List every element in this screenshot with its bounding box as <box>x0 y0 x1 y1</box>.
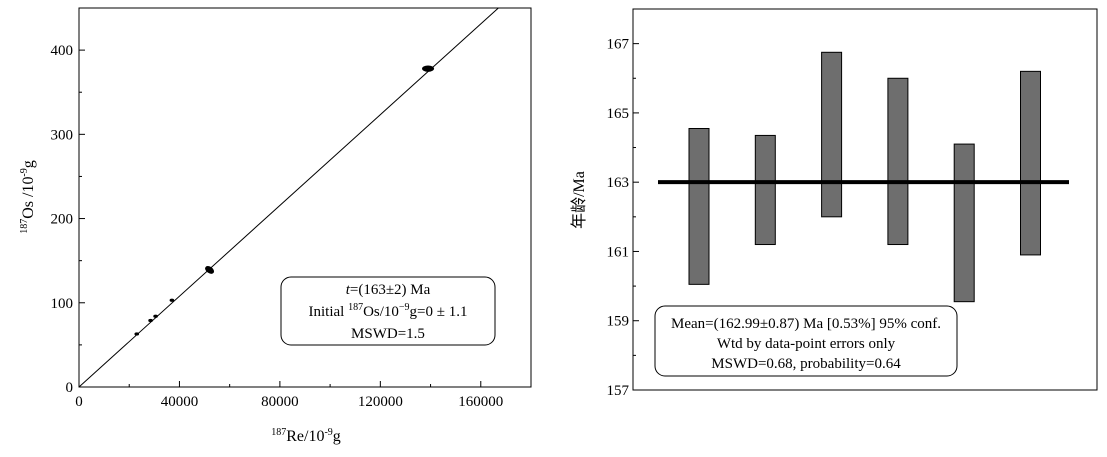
weighted-mean-mean-label: Mean=(162.99±0.87) Ma [0.53%] 95% conf. <box>671 316 941 332</box>
isochron-frame <box>78 7 532 388</box>
isochron-x-tick-label: 80000 <box>261 394 299 410</box>
isochron-data-point <box>205 266 215 274</box>
isochron-x-tick-label: 40000 <box>161 394 199 410</box>
weighted-mean-mswd-label: MSWD=0.68, probability=0.64 <box>711 356 901 372</box>
weighted-mean-error-bar <box>688 127 710 285</box>
weighted-mean-plot: 157 159 161 163 165 167 年龄/Ma Mean=(162.99±0.… <box>570 8 1098 399</box>
isochron-data-point <box>134 332 140 336</box>
weighted-mean-bars <box>688 51 1041 303</box>
weighted-mean-y-axis-title: 年龄/Ma <box>570 171 588 229</box>
weighted-mean-y-tick-label: 159 <box>607 314 630 330</box>
weighted-mean-error-bar <box>821 51 843 218</box>
isochron-data-point <box>153 314 158 318</box>
isochron-x-axis-title: 187Re/10-9g <box>271 427 341 445</box>
isochron-data-point <box>169 298 175 302</box>
isochron-mswd-label: MSWD=1.5 <box>351 326 425 342</box>
weighted-mean-weighting-label: Wtd by data-point errors only <box>717 336 896 352</box>
isochron-plot: 0 40000 80000 120000 160000 0 100 200 300 400 187… <box>19 7 532 445</box>
isochron-x-tick-label: 0 <box>75 394 83 410</box>
isochron-age-label: t=(163±2) Ma <box>346 282 431 298</box>
weighted-mean-error-bar <box>887 77 909 246</box>
isochron-y-axis-title: 187Os /10-9g <box>19 160 37 234</box>
weighted-mean-y-tick-label: 165 <box>607 106 630 122</box>
isochron-x-tick-label: 160000 <box>458 394 503 410</box>
isochron-y-tick-label: 200 <box>51 212 74 228</box>
isochron-x-tick-label: 120000 <box>358 394 403 410</box>
weighted-mean-error-bar <box>754 134 776 246</box>
isochron-initial-label: Initial 187Os/10−9g=0 ± 1.1 <box>308 302 467 320</box>
weighted-mean-y-tick-label: 167 <box>607 37 630 53</box>
weighted-mean-error-bar <box>953 143 975 303</box>
weighted-mean-frame <box>632 8 1098 391</box>
isochron-y-tick-label: 100 <box>51 296 74 312</box>
isochron-data-point <box>148 318 153 323</box>
isochron-y-tick-label: 0 <box>66 380 74 396</box>
weighted-mean-y-tick-label: 157 <box>607 383 630 399</box>
isochron-y-tick-label: 400 <box>51 43 74 59</box>
isochron-ticks: 0 40000 80000 120000 160000 0 100 200 300 400 <box>51 43 504 410</box>
weighted-mean-error-bar <box>1020 70 1041 256</box>
isochron-points <box>134 65 435 336</box>
isochron-legend-box <box>280 276 496 346</box>
weighted-mean-y-tick-label: 163 <box>607 175 630 191</box>
isochron-data-point <box>422 65 435 72</box>
weighted-mean-legend-box <box>654 305 958 377</box>
weighted-mean-ticks: 157 159 161 163 165 167 <box>607 37 639 399</box>
weighted-mean-y-tick-label: 161 <box>607 244 630 260</box>
isochron-y-tick-label: 300 <box>51 127 74 143</box>
